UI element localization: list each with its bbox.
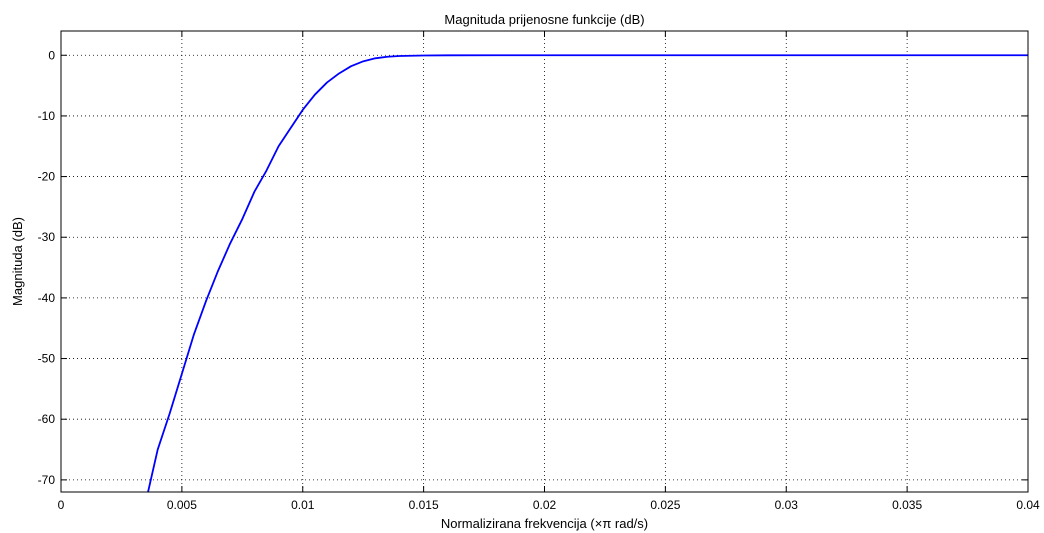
y-tick-label: 0 — [48, 48, 55, 62]
y-tick-label: -70 — [38, 473, 56, 487]
y-tick-label: -20 — [38, 170, 56, 184]
axis-ticks: 0 0.005 0.01 0.015 0.02 0.025 0.03 0.035 0.04 0 -1… — [38, 31, 1040, 512]
series-line — [147, 54, 1028, 493]
x-tick-label: 0 — [58, 498, 65, 512]
y-tick-label: -40 — [38, 291, 56, 305]
x-tick-label: 0.015 — [409, 498, 439, 512]
x-tick-label: 0.025 — [650, 498, 680, 512]
x-tick-label: 0.04 — [1016, 498, 1040, 512]
x-tick-label: 0.005 — [167, 498, 197, 512]
x-tick-label: 0.03 — [775, 498, 799, 512]
x-axis-title: Normalizirana frekvencija (×π rad/s) — [441, 516, 648, 531]
y-tick-label: -60 — [38, 412, 56, 426]
x-tick-label: 0.01 — [291, 498, 315, 512]
x-tick-label: 0.02 — [533, 498, 557, 512]
plot-frame — [60, 30, 1029, 493]
y-tick-label: -10 — [38, 109, 56, 123]
y-axis-title: Magnituda (dB) — [10, 217, 25, 306]
x-tick-label: 0.035 — [892, 498, 922, 512]
grid — [61, 31, 1028, 492]
y-tick-label: -50 — [38, 352, 56, 366]
chart-title: Magnituda prijenosne funkcije (dB) — [444, 12, 644, 27]
y-tick-label: -30 — [38, 230, 56, 244]
series-layer — [147, 54, 1028, 493]
